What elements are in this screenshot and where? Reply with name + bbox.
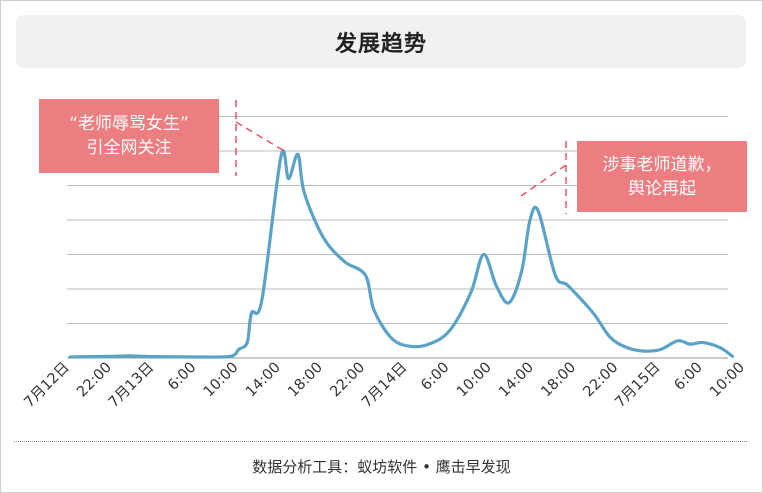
x-tick-label: 10:00 xyxy=(707,360,748,401)
x-tick-label: 6:00 xyxy=(671,360,705,394)
x-tick-label: 18:00 xyxy=(538,360,579,401)
callout-1-pointer-dash xyxy=(235,121,287,153)
footer-source: 数据分析工具：蚁坊软件 • 鹰击早发现 xyxy=(252,458,511,476)
x-tick-label: 22:00 xyxy=(327,360,368,401)
x-tick-label: 14:00 xyxy=(243,360,284,401)
callout-2-pointer-dash xyxy=(520,164,567,197)
x-tick-label: 22:00 xyxy=(74,360,115,401)
callout-2-line2: 舆论再起 xyxy=(628,178,696,199)
x-tick-label: 22:00 xyxy=(581,360,622,401)
callout-1-line2: 引全网关注 xyxy=(86,138,172,158)
x-tick-label: 7月14日 xyxy=(359,360,410,411)
callout-annotation-1: “老师辱骂女生” 引全网关注 xyxy=(39,99,219,173)
callout-annotation-2: 涉事老师道歉， 舆论再起 xyxy=(577,141,747,212)
callout-1-line1: “老师辱骂女生” xyxy=(69,114,189,134)
x-tick-label: 7月12日 xyxy=(21,360,72,411)
x-tick-label: 14:00 xyxy=(496,360,537,401)
series-line xyxy=(68,149,735,359)
x-tick-label: 10:00 xyxy=(201,360,242,401)
footer-divider xyxy=(14,441,747,442)
callout-2-line1: 涉事老师道歉， xyxy=(602,154,722,175)
x-tick-label: 6:00 xyxy=(165,360,199,394)
x-tick-label: 7月13日 xyxy=(106,360,157,411)
x-tick-label: 7月15日 xyxy=(612,360,663,411)
x-tick-label: 10:00 xyxy=(454,360,495,401)
x-tick-label: 6:00 xyxy=(418,360,452,394)
x-tick-label: 18:00 xyxy=(285,360,326,401)
chart-title: 发展趋势 xyxy=(334,31,427,57)
title-bar: 发展趋势 xyxy=(16,15,746,68)
